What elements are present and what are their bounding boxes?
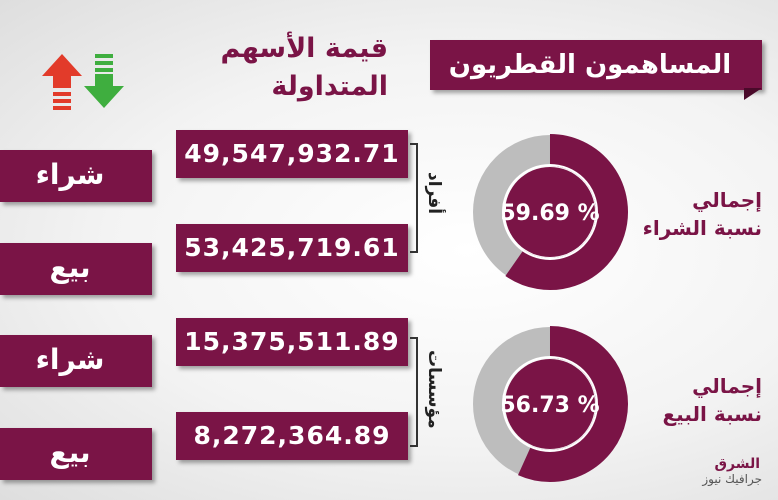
sale-ratio-line2: نسبة البيع: [662, 402, 762, 426]
side-label-box: [0, 150, 152, 202]
row-label: شراء: [35, 343, 105, 376]
banner-fold: [744, 88, 762, 100]
value-box: 49,547,932.71: [176, 130, 408, 178]
purchase-ratio-line1: إجمالي: [692, 188, 762, 212]
side-label-box: [0, 428, 152, 480]
individuals-bracket: [410, 143, 418, 253]
purchase-donut: 59.69 %: [473, 134, 628, 290]
row-label: شراء: [35, 158, 105, 191]
donut-center: [505, 359, 595, 449]
row-label: بيع: [49, 251, 91, 284]
traded-value-title: قيمة الأسهم المتداولة: [178, 30, 388, 106]
traded-value-title-line2: المتداولة: [271, 71, 388, 102]
traded-value-title-line1: قيمة الأسهم: [220, 33, 388, 64]
institutions-label: مؤسسات: [424, 350, 444, 429]
logo-subtitle: جرافيك نيوز: [702, 472, 762, 486]
header-banner: [430, 40, 762, 90]
institutions-bracket: [410, 337, 418, 447]
sale-percent: 56.73 %: [500, 393, 599, 418]
sale-ratio-line1: إجمالي: [692, 374, 762, 398]
donut-center: [505, 167, 595, 257]
row-label: بيع: [49, 436, 91, 469]
up-down-arrows-icon: [42, 54, 124, 110]
header-title: المساهمون القطريون: [448, 50, 732, 80]
logo-name: الشرق: [714, 456, 760, 472]
donut-ring-share: [505, 134, 628, 290]
value-box: 53,425,719.61: [176, 224, 408, 272]
side-label-box: [0, 243, 152, 295]
purchase-percent: 59.69 %: [500, 201, 599, 226]
sale-ratio-label: إجمالي نسبة البيع: [622, 372, 762, 428]
purchase-ratio-label: إجمالي نسبة الشراء: [622, 186, 762, 242]
side-label-box: [0, 335, 152, 387]
individuals-label: أفراد: [424, 172, 444, 215]
value-box: 8,272,364.89: [176, 412, 408, 460]
value-box: 15,375,511.89: [176, 318, 408, 366]
donut-ring-share: [518, 326, 628, 482]
purchase-ratio-line2: نسبة الشراء: [642, 216, 762, 240]
sale-donut: 56.73 %: [473, 326, 628, 482]
